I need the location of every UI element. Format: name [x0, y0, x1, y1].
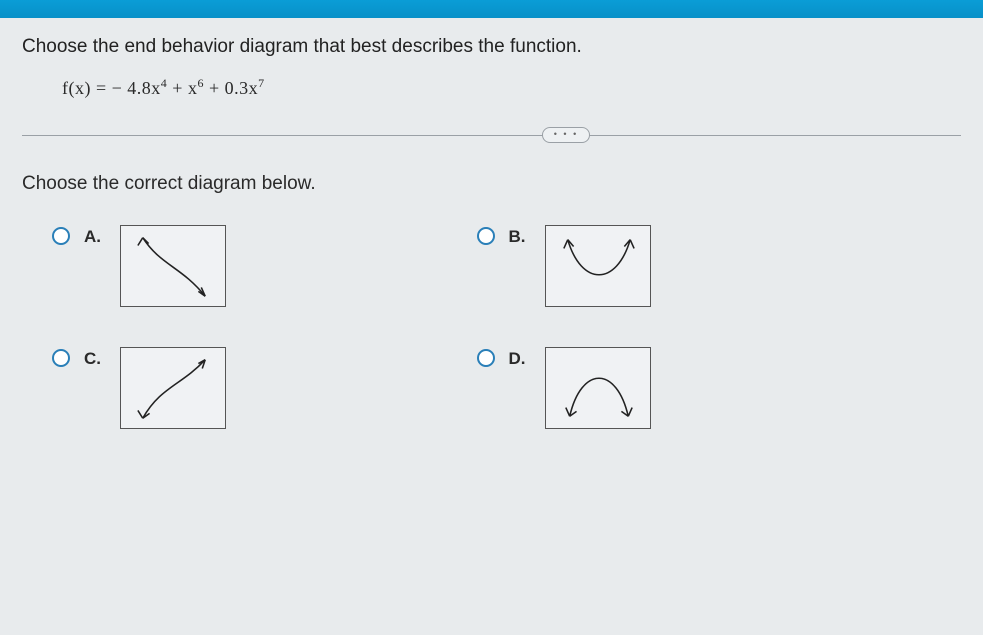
radio-c[interactable]: [52, 349, 70, 367]
radio-b[interactable]: [477, 227, 495, 245]
diagram-b[interactable]: [545, 225, 651, 307]
formula-term-1-coef: + x: [167, 78, 197, 98]
end-behavior-svg-b: [546, 226, 650, 306]
end-behavior-svg-d: [546, 348, 650, 428]
divider-line: [22, 135, 961, 136]
section-divider: • • •: [22, 125, 961, 145]
diagram-d[interactable]: [545, 347, 651, 429]
choice-b: B.: [477, 225, 882, 307]
formula-lhs: f(x) =: [62, 78, 112, 98]
end-behavior-svg-a: [121, 226, 225, 306]
end-behavior-svg-c: [121, 348, 225, 428]
question-panel: Choose the end behavior diagram that bes…: [0, 18, 983, 429]
subinstruction-text: Choose the correct diagram below.: [22, 173, 961, 195]
choice-a: A.: [52, 225, 457, 307]
formula-term-2-exp: 7: [258, 76, 265, 90]
function-formula: f(x) = − 4.8x4 + x6 + 0.3x7: [62, 76, 961, 99]
choice-c: C.: [52, 347, 457, 429]
instruction-text: Choose the end behavior diagram that bes…: [22, 36, 961, 58]
radio-d[interactable]: [477, 349, 495, 367]
choice-label-b: B.: [509, 225, 531, 247]
choice-label-d: D.: [509, 347, 531, 369]
choice-grid: A.: [22, 225, 961, 429]
diagram-a[interactable]: [120, 225, 226, 307]
window-topbar: [0, 0, 983, 18]
diagram-c[interactable]: [120, 347, 226, 429]
choice-label-c: C.: [84, 347, 106, 369]
choice-d: D.: [477, 347, 882, 429]
radio-a[interactable]: [52, 227, 70, 245]
formula-term-0-coef: − 4.8x: [112, 78, 161, 98]
formula-term-2-coef: + 0.3x: [204, 78, 258, 98]
arrow-down-left-icon: [138, 410, 150, 418]
expand-pill[interactable]: • • •: [542, 127, 590, 143]
choice-label-a: A.: [84, 225, 106, 247]
